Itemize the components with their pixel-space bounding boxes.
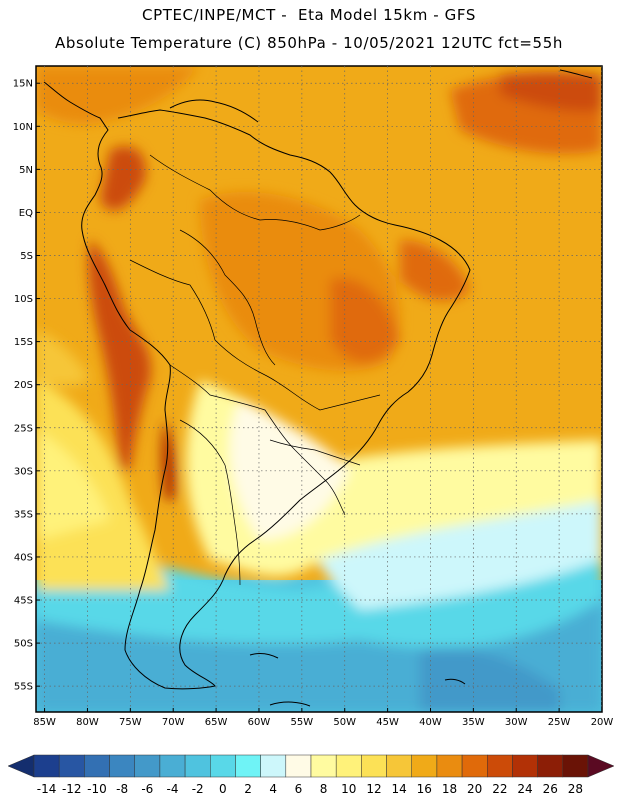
colorbar-swatch	[386, 754, 412, 778]
colorbar-swatch	[134, 754, 161, 778]
colorbar-swatch	[461, 754, 488, 778]
colorbar: -14 -12 -10 -8 -6 -4 -2 0 2 4 6 8 10 12 14 16 18 20 22 24 26…	[7, 754, 615, 796]
lon-label: 75W	[119, 717, 142, 728]
colorbar-label: -14	[37, 782, 57, 796]
lat-label: 45S	[14, 596, 33, 607]
lat-label: 30S	[14, 466, 33, 477]
lon-label: 65W	[205, 717, 228, 728]
longitude-labels: 85W 80W 75W 70W 65W 60W 55W 50W 45W 40W 35W 30W 25W 2…	[33, 708, 613, 728]
lat-label: 20S	[14, 380, 33, 391]
lon-label: 60W	[248, 717, 271, 728]
colorbar-label: -10	[87, 782, 107, 796]
colorbar-label: 22	[492, 782, 507, 796]
colorbar-swatch	[184, 754, 211, 778]
colorbar-label: 16	[417, 782, 432, 796]
colorbar-over-arrow	[587, 754, 615, 778]
lon-label: 50W	[333, 717, 356, 728]
lon-label: 55W	[291, 717, 314, 728]
colorbar-swatch	[84, 754, 110, 778]
colorbar-swatch	[285, 754, 312, 778]
coastlines	[43, 69, 593, 707]
colorbar-label: 24	[517, 782, 532, 796]
map-title-line2: Absolute Temperature (C) 850hPa - 10/05/…	[55, 34, 563, 52]
lat-label: 15N	[13, 79, 33, 90]
lat-label: 50S	[14, 639, 33, 650]
colorbar-under-arrow	[7, 754, 35, 778]
colorbar-label: 18	[442, 782, 457, 796]
colorbar-swatch	[260, 754, 287, 778]
colorbar-label: 4	[269, 782, 277, 796]
colorbar-label: 8	[320, 782, 328, 796]
colorbar-label: 20	[467, 782, 482, 796]
colorbar-swatch	[109, 754, 135, 778]
colorbar-label: 0	[219, 782, 227, 796]
colorbar-label: 14	[391, 782, 406, 796]
lon-label: 45W	[376, 717, 399, 728]
lat-label: 5N	[19, 165, 33, 176]
colorbar-swatch	[33, 754, 60, 778]
colorbar-label: 10	[341, 782, 356, 796]
colorbar-label: 6	[295, 782, 303, 796]
colorbar-swatch	[210, 754, 236, 778]
colorbar-label: -6	[141, 782, 153, 796]
lon-label: 35W	[462, 717, 485, 728]
lat-label: 35S	[14, 509, 33, 520]
lon-label: 20W	[591, 717, 614, 728]
lat-label: EQ	[19, 208, 33, 219]
lat-label: 5S	[20, 251, 33, 262]
colorbar-label: -2	[192, 782, 204, 796]
colorbar-swatch	[58, 754, 85, 778]
colorbar-swatch	[411, 754, 438, 778]
colorbar-swatch	[361, 754, 387, 778]
lat-label: 40S	[14, 552, 33, 563]
colorbar-swatch	[159, 754, 186, 778]
colorbar-swatch	[235, 754, 261, 778]
lon-label: 80W	[76, 717, 99, 728]
lon-label: 25W	[548, 717, 571, 728]
lon-label: 40W	[419, 717, 442, 728]
colorbar-swatch	[537, 754, 564, 778]
colorbar-label: -12	[62, 782, 82, 796]
latitude-labels: 15N 10N 5N EQ 5S 10S 15S 20S 25S 30S 35S 40S 45S 50S 5…	[13, 79, 40, 693]
colorbar-label: 2	[244, 782, 252, 796]
colorbar-swatch	[310, 754, 337, 778]
country-borders	[129, 154, 381, 586]
lon-label: 30W	[505, 717, 528, 728]
map-frame	[35, 65, 603, 713]
lat-label: 10S	[14, 294, 33, 305]
colorbar-label: -8	[116, 782, 128, 796]
colorbar-swatch	[436, 754, 463, 778]
lon-label: 85W	[33, 717, 56, 728]
colorbar-swatch	[562, 754, 589, 778]
colorbar-label: 26	[543, 782, 558, 796]
colorbar-label: 28	[568, 782, 583, 796]
colorbar-swatch	[335, 754, 362, 778]
lat-label: 25S	[14, 423, 33, 434]
colorbar-label: 12	[366, 782, 381, 796]
map-title-line1: CPTEC/INPE/MCT - Eta Model 15km - GFS	[142, 6, 476, 24]
lat-label: 15S	[14, 337, 33, 348]
colorbar-swatch	[487, 754, 513, 778]
colorbar-label: -4	[167, 782, 179, 796]
lat-label: 55S	[14, 682, 33, 693]
lon-label: 70W	[162, 717, 185, 728]
colorbar-swatch	[512, 754, 538, 778]
lat-label: 10N	[13, 122, 33, 133]
temperature-field	[36, 66, 602, 712]
